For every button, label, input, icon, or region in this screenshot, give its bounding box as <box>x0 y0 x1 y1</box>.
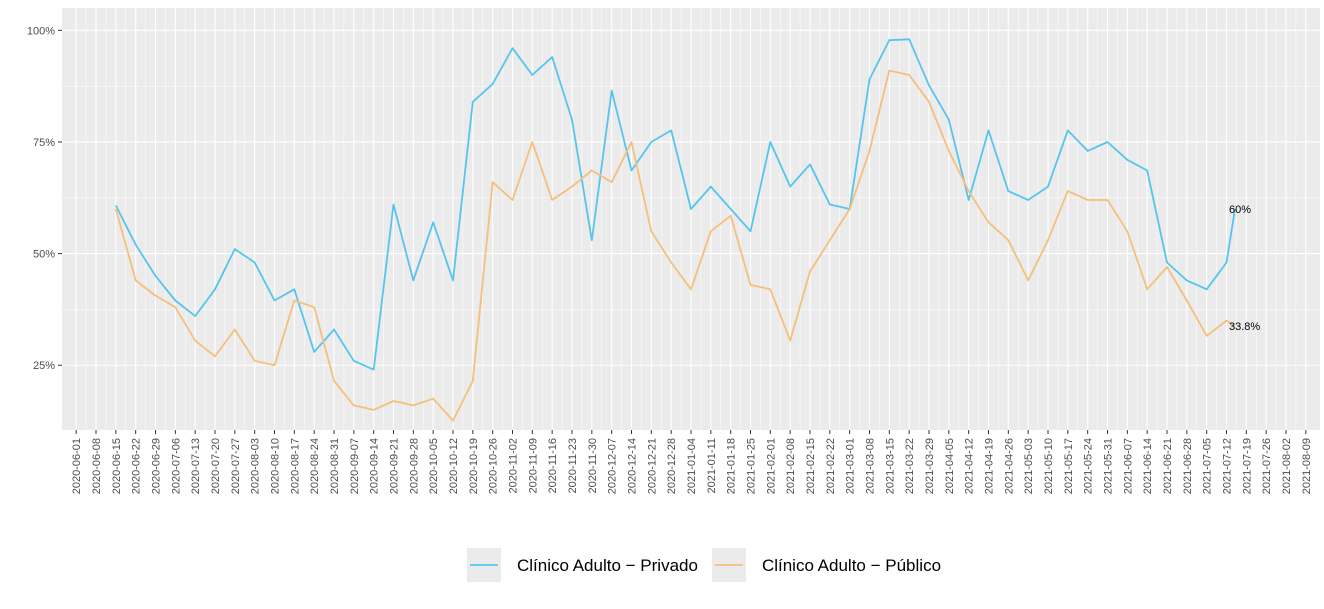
x-tick-label: 2020-08-03 <box>250 438 262 494</box>
x-tick-label: 2020-07-27 <box>230 438 242 494</box>
y-tick-label: 25% <box>33 360 55 372</box>
x-tick-label: 2020-10-19 <box>468 438 480 494</box>
x-tick-label: 2020-07-20 <box>210 438 222 494</box>
x-tick-label: 2020-10-26 <box>488 438 500 494</box>
legend-item: Clínico Adulto − Privado <box>466 548 698 582</box>
x-tick-label: 2020-11-02 <box>508 438 520 493</box>
x-tick-label: 2020-07-06 <box>170 438 182 494</box>
x-tick-label: 2020-09-28 <box>408 438 420 494</box>
x-tick-label: 2021-08-02 <box>1281 438 1293 494</box>
x-tick-label: 2021-06-21 <box>1162 438 1174 494</box>
x-tick-label: 2020-12-14 <box>627 438 639 494</box>
x-tick-label: 2021-06-28 <box>1182 438 1194 494</box>
x-tick-label: 2020-07-13 <box>190 438 202 494</box>
x-tick-label: 2020-09-21 <box>389 438 401 494</box>
x-tick-label: 2021-01-04 <box>686 438 698 494</box>
legend-label: Clínico Adulto − Privado <box>517 556 698 575</box>
x-tick-label: 2021-04-05 <box>944 438 956 494</box>
x-tick-label: 2020-09-14 <box>369 438 381 494</box>
x-tick-label: 2021-02-01 <box>765 438 777 494</box>
x-tick-label: 2020-10-05 <box>428 438 440 494</box>
x-tick-label: 2021-07-26 <box>1261 438 1273 494</box>
y-tick-label: 100% <box>27 25 55 37</box>
x-tick-label: 2021-03-01 <box>845 438 857 494</box>
x-tick-label: 2021-04-26 <box>1003 438 1015 494</box>
x-tick-label: 2021-07-19 <box>1241 438 1253 494</box>
x-tick-label: 2021-04-19 <box>984 438 996 494</box>
x-tick-label: 2021-06-07 <box>1122 438 1134 494</box>
x-tick-label: 2021-01-18 <box>726 438 738 494</box>
x-tick-label: 2020-12-07 <box>607 438 619 494</box>
series-line <box>114 69 1236 422</box>
x-tick-label: 2021-05-17 <box>1063 438 1075 494</box>
x-tick-label: 2020-10-12 <box>448 438 460 494</box>
x-tick-label: 2021-01-25 <box>746 438 758 494</box>
x-tick-label: 2021-03-15 <box>884 438 896 494</box>
y-tick-label: 50% <box>33 249 55 261</box>
x-tick-label: 2021-05-24 <box>1083 438 1095 494</box>
axes: 25% 50% 75% 100% 2020-06-01 2020-06-08 2020-06… <box>27 25 1313 494</box>
x-tick-label: 2020-11-16 <box>547 438 559 493</box>
legend: Clínico Adulto − Privado Clínico Adulto −… <box>466 548 941 582</box>
x-tick-label: 2021-07-12 <box>1222 438 1234 494</box>
x-tick-label: 2021-01-11 <box>706 438 718 493</box>
x-tick-label: 2020-06-22 <box>131 438 143 494</box>
x-tick-label: 2021-05-10 <box>1043 438 1055 494</box>
x-tick-label: 2020-11-30 <box>587 438 599 493</box>
x-tick-label: 2020-11-23 <box>567 438 579 493</box>
x-tick-label: 2021-04-12 <box>964 438 976 494</box>
x-tick-label: 2020-08-31 <box>329 438 341 494</box>
x-tick-label: 2021-06-14 <box>1142 438 1154 494</box>
x-tick-label: 2020-06-29 <box>151 438 163 494</box>
x-tick-label: 2020-12-28 <box>666 438 678 494</box>
x-tick-label: 2020-08-17 <box>289 438 301 494</box>
x-tick-label: 2021-08-09 <box>1301 438 1313 494</box>
legend-item: Clínico Adulto − Público <box>711 548 941 582</box>
x-tick-label: 2020-08-10 <box>270 438 282 494</box>
x-tick-label: 2020-09-07 <box>349 438 361 494</box>
end-label: 60% <box>1229 204 1251 216</box>
x-tick-label: 2021-02-15 <box>805 438 817 494</box>
x-tick-label: 2020-12-21 <box>646 438 658 494</box>
x-tick-label: 2020-11-09 <box>527 438 539 493</box>
y-tick-label: 75% <box>33 137 55 149</box>
x-tick-label: 2020-08-24 <box>309 438 321 494</box>
x-tick-label: 2021-03-08 <box>865 438 877 494</box>
x-tick-label: 2020-06-15 <box>111 438 123 494</box>
x-tick-label: 2021-03-22 <box>904 438 916 494</box>
x-tick-label: 2021-03-29 <box>924 438 936 494</box>
x-tick-label: 2021-07-05 <box>1202 438 1214 494</box>
x-tick-label: 2021-02-22 <box>825 438 837 494</box>
lines: 60% 33.8% <box>114 38 1260 422</box>
x-tick-label: 2021-05-31 <box>1103 438 1115 494</box>
legend-label: Clínico Adulto − Público <box>762 556 941 575</box>
x-tick-label: 2021-02-08 <box>785 438 797 494</box>
series-line <box>114 38 1236 371</box>
end-label: 33.8% <box>1229 321 1260 333</box>
x-tick-label: 2021-05-03 <box>1023 438 1035 494</box>
x-tick-label: 2020-06-01 <box>71 438 83 494</box>
x-tick-label: 2020-06-08 <box>91 438 103 494</box>
